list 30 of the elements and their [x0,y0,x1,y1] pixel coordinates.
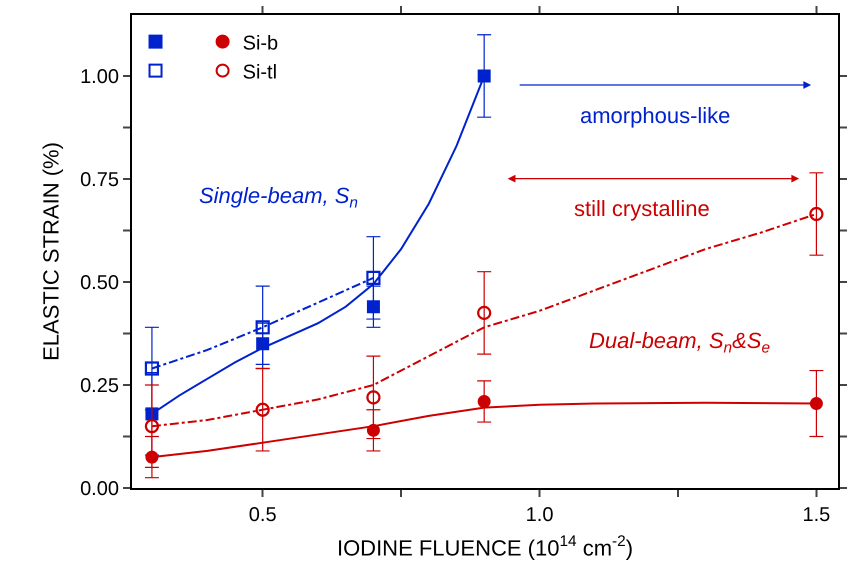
legend-label: Si-b [242,32,278,54]
legend-label: Si-tl [242,61,278,84]
x-tick-label: 0.5 [248,504,277,526]
point [809,206,824,222]
y-tick-label: 0.50 [80,272,119,294]
point [810,397,823,410]
point [366,270,381,285]
point [477,306,492,320]
y-tick-label: 1.00 [80,66,119,88]
point [256,402,270,417]
point [478,69,491,82]
point [256,320,270,334]
x-axis-title: IODINE FLUENCE (10$^{14}$ cm$^{-2}$) [336,533,634,560]
x-tick-label: 1.5 [802,504,830,526]
y-tick-label: 0.25 [80,374,119,397]
point [144,419,160,434]
point [366,300,380,314]
point [366,424,380,437]
y-tick-label: 0.00 [80,478,119,500]
point [366,390,381,404]
y-axis-title: ELASTIC STRAIN (%) [38,142,64,361]
annotation: still crystalline [574,196,710,221]
x-tick-label: 1.0 [526,504,554,526]
annotation: Dual-beam, S$_{n}$&S$_{e}$ [589,328,770,357]
point [478,394,491,408]
point [144,361,160,376]
y-tick-label: 0.75 [80,168,119,191]
point [145,450,158,464]
annotation: Single-beam, S$_{n}$ [199,183,358,212]
annotation: amorphous-like [580,103,730,128]
